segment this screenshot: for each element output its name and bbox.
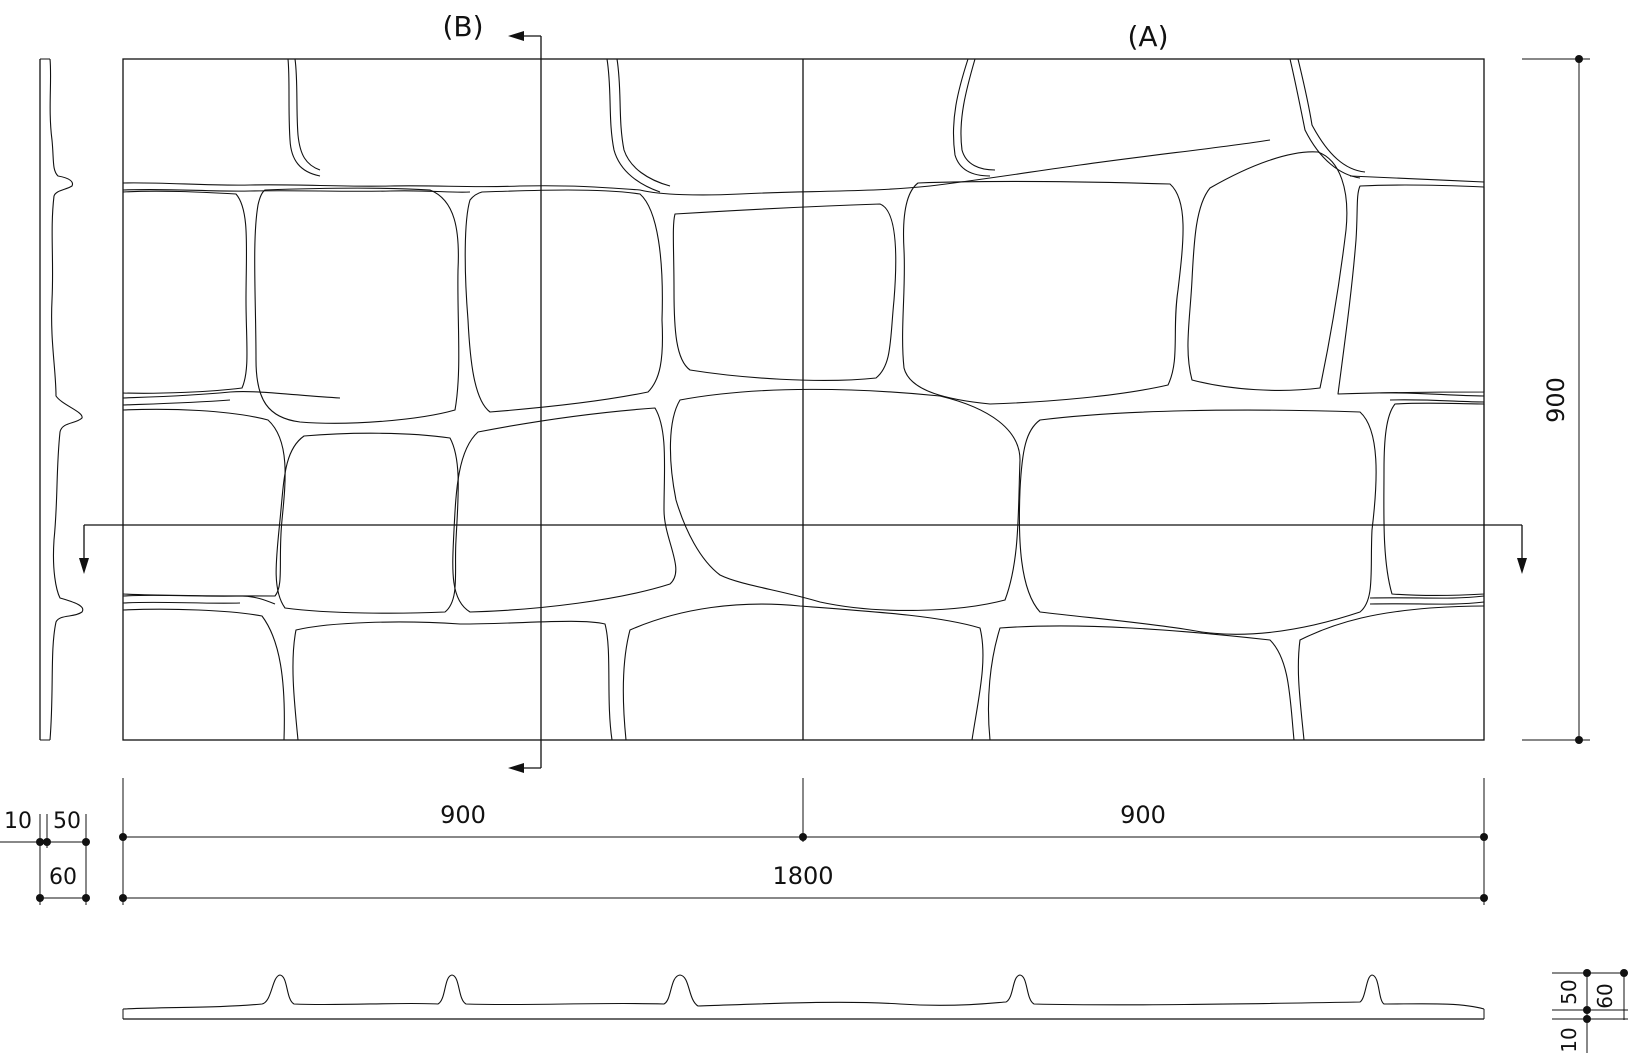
dim-dot [1575,736,1583,744]
joint-row-3-right-b [1369,601,1485,605]
section-cut-b: (B) [442,10,542,773]
dim-dot [799,833,807,841]
dim-dot [119,833,127,841]
dim-dot [1583,1006,1591,1014]
width-dimensions: 900 900 1800 [119,778,1488,905]
dim-dot [1620,969,1628,977]
joint-top-v2b [616,58,671,187]
stone-r3-3 [622,603,984,741]
side-profile-relief [49,58,84,741]
stone-pattern [122,58,1485,741]
dim-dot [1583,969,1591,977]
stone-r1-3 [464,189,663,413]
joint-row-2-top [122,391,341,399]
dim-bottom-relief: 50 [1557,979,1581,1004]
joint-row-2-right [1379,392,1485,397]
dim-side-face: 10 [4,809,32,834]
section-b-top-arrow [508,31,524,41]
dim-dot [82,894,90,902]
dim-side-relief: 50 [53,809,81,834]
stone-r3-5 [1297,605,1485,741]
dim-bottom-face: 10 [1557,1027,1581,1052]
side-thickness-dimensions: 10 50 60 [0,809,90,905]
joint-top-v1 [287,58,321,177]
stone-r3-4 [987,625,1295,741]
dim-dot [1575,55,1583,63]
stone-r1-6 [1187,151,1348,391]
joint-row-1-right [1349,175,1485,183]
section-b-label: (B) [442,10,483,43]
stone-r2-5 [1018,409,1377,635]
stone-r3-1 [122,608,285,741]
dim-dot [1480,833,1488,841]
section-cut-a: (A) [79,20,1527,574]
section-a-left-arrow [79,558,89,574]
joint-top-v3b [960,58,996,171]
stone-r2-1 [122,408,286,597]
dim-dot [36,838,44,846]
joint-top-v3 [952,58,991,177]
height-dimension: 900 [1522,55,1590,744]
dim-dot [1480,894,1488,902]
stone-r2-4 [669,388,1021,611]
section-a-label: (A) [1127,20,1168,53]
joint-row-2-top-b [122,399,231,406]
dim-dot [119,894,127,902]
section-b-bottom-arrow [508,763,524,773]
stone-r2-2 [275,432,459,614]
section-a-right-arrow [1517,558,1527,574]
joint-row-1-top [122,139,1271,196]
stone-r1-5 [902,180,1184,405]
stone-r1-4 [672,203,897,381]
bottom-section-profile [122,974,1485,1020]
joint-row-2-right-b [1389,399,1485,403]
stone-r3-2 [292,620,613,741]
joint-row-3-left-b [122,601,241,604]
stone-r1-2 [254,187,460,424]
dim-width-right: 900 [1120,801,1166,829]
stone-r2-6 [1383,402,1485,597]
stone-r1-1 [122,190,248,394]
joint-row-1-bottom [122,188,471,193]
dim-dot [43,838,51,846]
joint-top-v4b [1297,58,1366,173]
dim-width-total: 1800 [772,862,833,890]
dim-dot [36,894,44,902]
joint-top-v1b [294,58,321,171]
joint-row-3-right [1369,595,1485,599]
stone-r1-7 [1337,184,1485,395]
dim-side-total: 60 [49,865,77,890]
side-section-profile [39,58,84,741]
dim-bottom-total: 60 [1593,983,1617,1008]
dim-dot [1583,1015,1591,1023]
dim-dot [82,838,90,846]
bottom-thickness-dimensions: 50 60 10 [1552,969,1628,1053]
dim-width-left: 900 [440,801,486,829]
joint-top-v4 [1289,58,1361,179]
joint-top-v2 [606,58,661,193]
bottom-profile-relief [122,974,1485,1010]
dim-height-total: 900 [1542,377,1570,423]
stone-r2-3 [452,407,677,613]
